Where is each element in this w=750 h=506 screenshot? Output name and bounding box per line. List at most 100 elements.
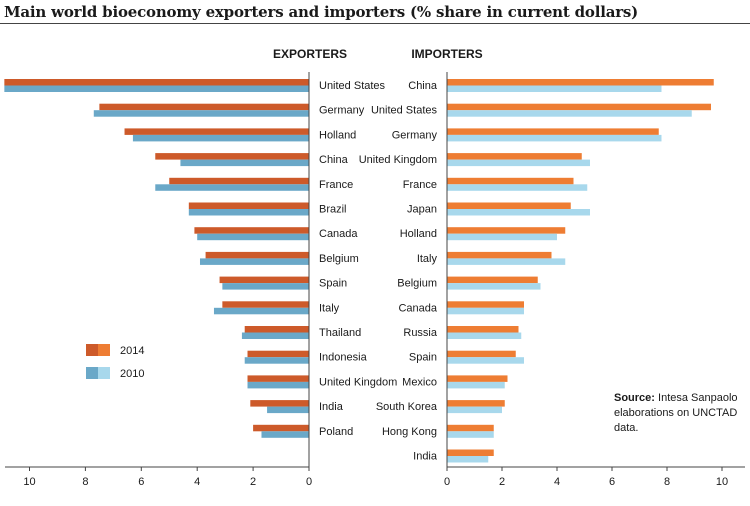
exporter-bar-2010 xyxy=(188,209,309,216)
exporter-category-label: United Kingdom xyxy=(319,376,397,388)
importer-category-label: United States xyxy=(371,105,438,117)
importer-bar-2010 xyxy=(447,381,505,389)
exporters-tick-label: 6 xyxy=(138,476,144,488)
importers-tick-label: 2 xyxy=(499,476,505,488)
importer-category-label: India xyxy=(413,451,438,463)
exporters-tick-label: 8 xyxy=(82,476,88,488)
importer-bar-2014 xyxy=(447,424,494,432)
exporter-bar-2010 xyxy=(244,357,309,364)
legend-swatch-exporters xyxy=(86,344,98,356)
importer-category-label: United Kingdom xyxy=(359,154,437,166)
importer-bar-2014 xyxy=(447,251,552,259)
exporter-bar-2014 xyxy=(4,79,309,86)
importer-bar-2010 xyxy=(447,456,489,463)
exporter-bar-2010 xyxy=(132,134,309,142)
exporter-bar-2014 xyxy=(124,128,309,135)
exporter-bar-2014 xyxy=(188,202,309,209)
exporter-bar-2010 xyxy=(261,431,309,438)
importer-bar-2014 xyxy=(447,128,659,135)
importer-bar-2010 xyxy=(447,258,566,265)
importer-bar-2010 xyxy=(447,431,494,438)
importer-category-label: France xyxy=(403,179,437,191)
exporter-category-label: Brazil xyxy=(319,204,347,216)
importer-bar-2014 xyxy=(447,326,519,333)
exporter-bar-2014 xyxy=(247,375,309,382)
importers-tick-label: 10 xyxy=(716,476,728,488)
importers-heading: IMPORTERS xyxy=(411,47,482,61)
exporter-bar-2010 xyxy=(222,283,309,290)
legend-label: 2014 xyxy=(120,345,144,357)
exporter-bar-2010 xyxy=(247,381,309,389)
exporter-bar-2014 xyxy=(205,251,309,259)
importer-category-label: Belgium xyxy=(397,278,437,290)
exporter-category-label: France xyxy=(319,179,353,191)
exporter-bar-2010 xyxy=(199,258,309,265)
importer-bar-2010 xyxy=(447,332,522,339)
exporter-bar-2014 xyxy=(155,153,309,160)
legend-swatch-importers xyxy=(98,367,110,379)
exporter-category-label: Germany xyxy=(319,105,365,117)
exporter-bar-2014 xyxy=(194,227,309,234)
exporter-bar-2010 xyxy=(155,184,309,191)
exporter-category-label: Spain xyxy=(319,278,347,290)
exporter-category-label: Belgium xyxy=(319,253,359,265)
importer-bar-2014 xyxy=(447,400,505,407)
source-text: Intesa Sanpaolo elaborations on UNCTAD d… xyxy=(614,392,738,434)
exporter-bar-2010 xyxy=(197,233,309,241)
exporter-bar-2010 xyxy=(267,406,309,414)
importer-category-label: Russia xyxy=(403,327,438,339)
importer-bar-2014 xyxy=(447,177,574,185)
importer-bar-2014 xyxy=(447,276,538,284)
exporter-bar-2014 xyxy=(169,177,309,185)
importer-bar-2014 xyxy=(447,449,494,456)
importer-bar-2010 xyxy=(447,159,590,167)
importer-bar-2010 xyxy=(447,406,502,414)
importer-bar-2014 xyxy=(447,153,582,160)
source-label: Source: xyxy=(614,392,655,404)
exporter-category-label: Canada xyxy=(319,228,358,240)
importer-bar-2014 xyxy=(447,103,711,111)
importer-bar-2010 xyxy=(447,357,524,364)
chart-title: Main world bioeconomy exporters and impo… xyxy=(4,3,639,21)
exporter-bar-2010 xyxy=(241,332,309,339)
importer-bar-2014 xyxy=(447,79,714,86)
importer-bar-2014 xyxy=(447,350,516,358)
importer-bar-2010 xyxy=(447,134,662,142)
importer-category-label: Mexico xyxy=(402,376,437,388)
exporters-tick-label: 0 xyxy=(306,476,312,488)
exporter-category-label: United States xyxy=(319,80,386,92)
exporter-category-label: India xyxy=(319,401,344,413)
exporter-bar-2014 xyxy=(219,276,309,284)
exporter-bar-2010 xyxy=(180,159,309,167)
title-divider xyxy=(0,23,750,24)
importer-bar-2010 xyxy=(447,85,662,92)
exporter-category-label: Holland xyxy=(319,129,356,141)
exporter-category-label: Indonesia xyxy=(319,352,368,364)
importer-category-label: Japan xyxy=(407,204,437,216)
importer-bar-2010 xyxy=(447,209,590,216)
importer-bar-2010 xyxy=(447,307,524,315)
legend-swatch-exporters xyxy=(86,367,98,379)
importer-bar-2010 xyxy=(447,184,588,191)
exporter-category-label: Italy xyxy=(319,302,340,314)
exporter-category-label: Poland xyxy=(319,426,353,438)
exporter-bar-2014 xyxy=(244,326,309,333)
importers-tick-label: 4 xyxy=(554,476,560,488)
importer-bar-2010 xyxy=(447,233,557,241)
importer-category-label: Germany xyxy=(392,129,438,141)
importers-tick-label: 0 xyxy=(444,476,450,488)
exporter-bar-2014 xyxy=(99,103,309,111)
importer-category-label: Spain xyxy=(409,352,437,364)
exporter-category-label: China xyxy=(319,154,349,166)
importer-bar-2010 xyxy=(447,110,692,117)
exporter-bar-2014 xyxy=(247,350,309,358)
importer-category-label: Hong Kong xyxy=(382,426,437,438)
importer-category-label: China xyxy=(408,80,438,92)
importer-category-label: Italy xyxy=(417,253,438,265)
source-note: Source: Intesa Sanpaolo elaborations on … xyxy=(614,391,749,436)
importer-bar-2014 xyxy=(447,227,566,234)
importer-category-label: Canada xyxy=(398,302,437,314)
importer-bar-2014 xyxy=(447,375,508,382)
exporter-bar-2010 xyxy=(93,110,309,117)
